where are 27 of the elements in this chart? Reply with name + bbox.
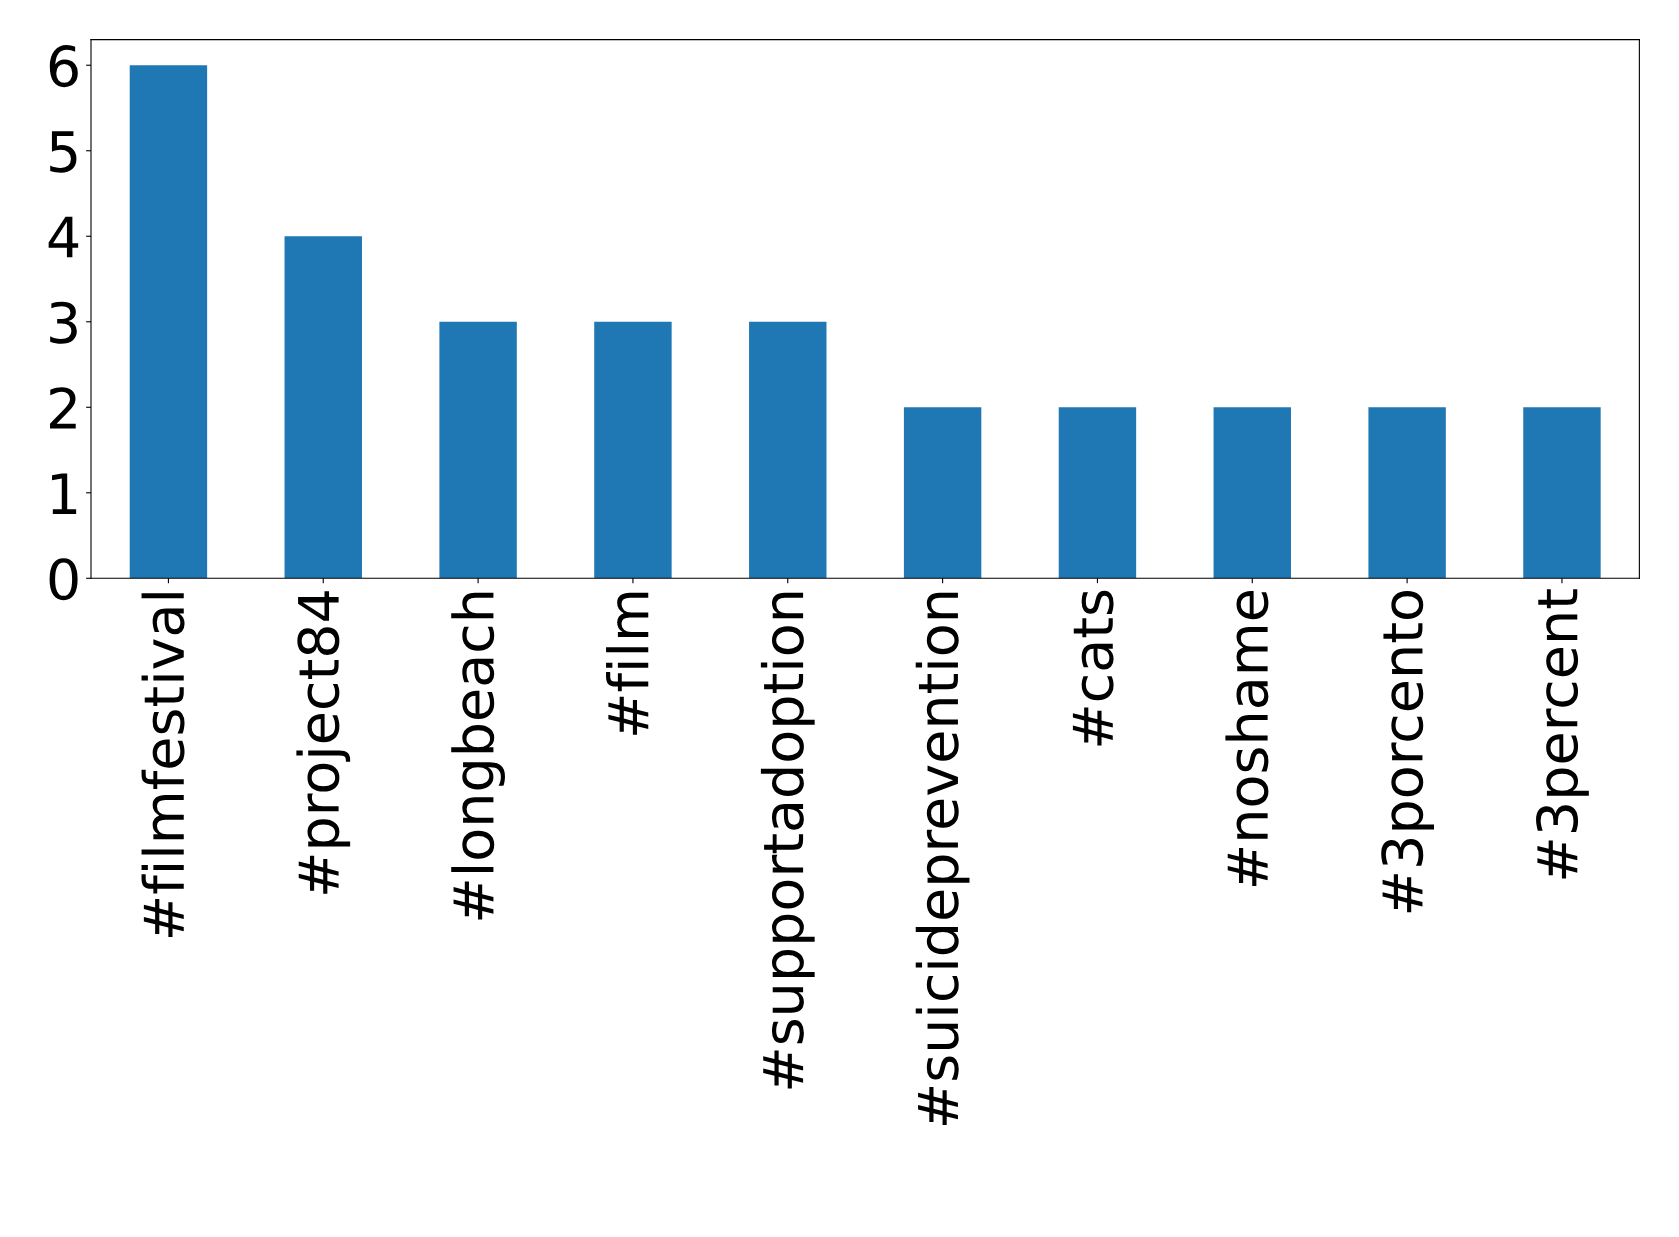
bar [1058,407,1137,579]
x-tick-label: #longbeach [451,592,505,920]
bar [1213,407,1291,579]
x-tick-label: #3percent [1536,589,1589,879]
y-tick-label: 6 [49,45,78,88]
y-tick-label: 2 [50,387,76,429]
bar [439,321,517,579]
y-tick-label: 4 [48,216,79,258]
x-tick-label: #3porcento [1381,591,1434,913]
x-tick-label: #project84 [296,591,351,894]
bar [284,236,362,579]
x-tick-label: #noshame [1225,590,1269,886]
x-tick-label: #supportadoption [760,592,815,1089]
bar [594,321,672,579]
bar [749,321,827,579]
y-tick-label: 3 [50,301,77,344]
bar [1368,407,1446,579]
y-tick-label: 1 [52,473,77,514]
x-tick-label: #suicideprevention [915,592,970,1126]
bar [129,65,208,579]
x-tick-label: #cats [1072,590,1114,746]
bar [903,407,982,579]
bar [1523,407,1601,579]
y-tick-label: 0 [49,558,78,601]
x-tick-label: #film [606,592,649,735]
x-tick-label: #filmfestival [141,593,185,938]
y-tick-label: 5 [50,131,77,173]
